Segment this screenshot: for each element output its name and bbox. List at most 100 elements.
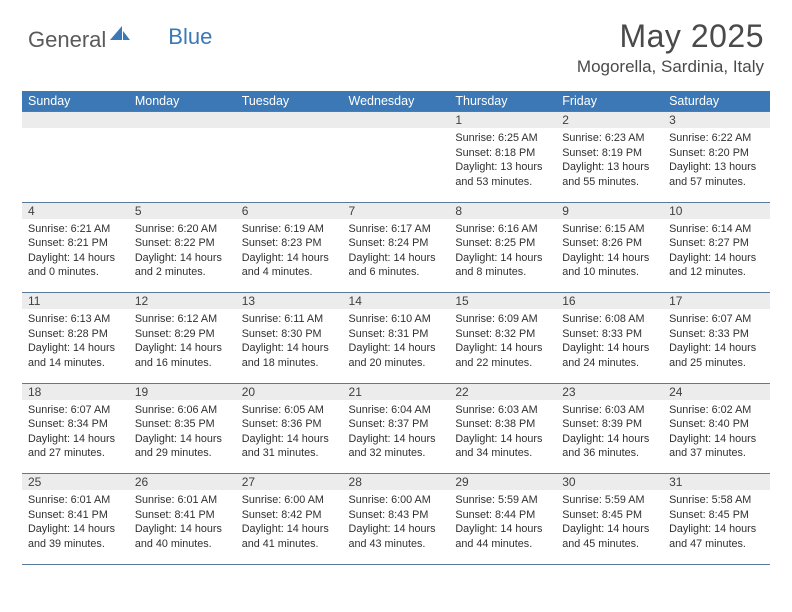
day-detail-cell: Sunrise: 6:23 AMSunset: 8:19 PMDaylight:… [556,128,663,202]
daylight-line: Daylight: 14 hours and 47 minutes. [669,522,764,551]
sunrise-line: Sunrise: 6:07 AM [28,403,123,418]
sunrise-line: Sunrise: 6:01 AM [28,493,123,508]
sunrise-line: Sunrise: 6:06 AM [135,403,230,418]
sunrise-line: Sunrise: 6:16 AM [455,222,550,237]
daylight-line: Daylight: 14 hours and 40 minutes. [135,522,230,551]
detail-row: Sunrise: 6:13 AMSunset: 8:28 PMDaylight:… [22,309,770,383]
sunrise-line: Sunrise: 6:04 AM [349,403,444,418]
daylight-line: Daylight: 14 hours and 45 minutes. [562,522,657,551]
sunset-line: Sunset: 8:40 PM [669,417,764,432]
day-detail-cell [343,128,450,202]
daylight-line: Daylight: 13 hours and 55 minutes. [562,160,657,189]
daylight-line: Daylight: 14 hours and 18 minutes. [242,341,337,370]
day-number-cell: 28 [343,474,450,491]
day-detail-cell [22,128,129,202]
calendar-body: 123Sunrise: 6:25 AMSunset: 8:18 PMDaylig… [22,112,770,565]
day-header-row: Sunday Monday Tuesday Wednesday Thursday… [22,91,770,112]
sunrise-line: Sunrise: 6:22 AM [669,131,764,146]
logo-text-general: General [28,27,106,53]
day-number-cell: 7 [343,202,450,219]
sunset-line: Sunset: 8:41 PM [28,508,123,523]
day-detail-cell: Sunrise: 6:07 AMSunset: 8:34 PMDaylight:… [22,400,129,474]
day-number-cell [129,112,236,129]
daylight-line: Daylight: 14 hours and 27 minutes. [28,432,123,461]
day-detail-cell: Sunrise: 6:20 AMSunset: 8:22 PMDaylight:… [129,219,236,293]
daylight-line: Daylight: 14 hours and 14 minutes. [28,341,123,370]
sunset-line: Sunset: 8:29 PM [135,327,230,342]
day-number-cell: 5 [129,202,236,219]
day-detail-cell [236,128,343,202]
day-header: Wednesday [343,91,450,112]
daynum-row: 18192021222324 [22,383,770,400]
header: General Blue May 2025 Mogorella, Sardini… [0,0,792,85]
day-detail-cell: Sunrise: 6:15 AMSunset: 8:26 PMDaylight:… [556,219,663,293]
daynum-row: 123 [22,112,770,129]
location: Mogorella, Sardinia, Italy [577,57,764,77]
sunset-line: Sunset: 8:25 PM [455,236,550,251]
sunrise-line: Sunrise: 6:13 AM [28,312,123,327]
sunset-line: Sunset: 8:43 PM [349,508,444,523]
day-detail-cell: Sunrise: 6:00 AMSunset: 8:43 PMDaylight:… [343,490,450,564]
day-number-cell: 30 [556,474,663,491]
day-number-cell: 6 [236,202,343,219]
daylight-line: Daylight: 14 hours and 12 minutes. [669,251,764,280]
day-number-cell: 10 [663,202,770,219]
daylight-line: Daylight: 14 hours and 34 minutes. [455,432,550,461]
sunrise-line: Sunrise: 6:21 AM [28,222,123,237]
sunrise-line: Sunrise: 5:58 AM [669,493,764,508]
day-number-cell: 21 [343,383,450,400]
day-detail-cell: Sunrise: 6:06 AMSunset: 8:35 PMDaylight:… [129,400,236,474]
sunset-line: Sunset: 8:19 PM [562,146,657,161]
day-number-cell: 2 [556,112,663,129]
sunrise-line: Sunrise: 6:01 AM [135,493,230,508]
detail-row: Sunrise: 6:25 AMSunset: 8:18 PMDaylight:… [22,128,770,202]
day-number-cell [22,112,129,129]
day-number-cell: 18 [22,383,129,400]
daylight-line: Daylight: 14 hours and 43 minutes. [349,522,444,551]
sunrise-line: Sunrise: 6:12 AM [135,312,230,327]
sunset-line: Sunset: 8:20 PM [669,146,764,161]
calendar-table: Sunday Monday Tuesday Wednesday Thursday… [22,91,770,565]
daynum-row: 25262728293031 [22,474,770,491]
day-detail-cell: Sunrise: 6:11 AMSunset: 8:30 PMDaylight:… [236,309,343,383]
daylight-line: Daylight: 14 hours and 20 minutes. [349,341,444,370]
day-header: Thursday [449,91,556,112]
sunrise-line: Sunrise: 6:11 AM [242,312,337,327]
day-number-cell: 20 [236,383,343,400]
day-detail-cell: Sunrise: 6:19 AMSunset: 8:23 PMDaylight:… [236,219,343,293]
day-number-cell [236,112,343,129]
sunset-line: Sunset: 8:35 PM [135,417,230,432]
daylight-line: Daylight: 14 hours and 16 minutes. [135,341,230,370]
day-header: Sunday [22,91,129,112]
day-number-cell: 17 [663,293,770,310]
day-number-cell: 23 [556,383,663,400]
day-detail-cell: Sunrise: 6:00 AMSunset: 8:42 PMDaylight:… [236,490,343,564]
daylight-line: Daylight: 14 hours and 36 minutes. [562,432,657,461]
day-number-cell: 12 [129,293,236,310]
sunset-line: Sunset: 8:30 PM [242,327,337,342]
sunrise-line: Sunrise: 5:59 AM [562,493,657,508]
day-number-cell: 3 [663,112,770,129]
detail-row: Sunrise: 6:07 AMSunset: 8:34 PMDaylight:… [22,400,770,474]
sunrise-line: Sunrise: 6:20 AM [135,222,230,237]
sunrise-line: Sunrise: 6:07 AM [669,312,764,327]
day-number-cell: 9 [556,202,663,219]
day-number-cell: 24 [663,383,770,400]
daylight-line: Daylight: 14 hours and 10 minutes. [562,251,657,280]
sunset-line: Sunset: 8:22 PM [135,236,230,251]
day-number-cell: 26 [129,474,236,491]
day-detail-cell [129,128,236,202]
sunset-line: Sunset: 8:28 PM [28,327,123,342]
daylight-line: Daylight: 14 hours and 44 minutes. [455,522,550,551]
daynum-row: 11121314151617 [22,293,770,310]
day-detail-cell: Sunrise: 6:21 AMSunset: 8:21 PMDaylight:… [22,219,129,293]
day-number-cell [343,112,450,129]
sunrise-line: Sunrise: 6:09 AM [455,312,550,327]
daylight-line: Daylight: 14 hours and 8 minutes. [455,251,550,280]
sunset-line: Sunset: 8:21 PM [28,236,123,251]
daylight-line: Daylight: 14 hours and 25 minutes. [669,341,764,370]
daylight-line: Daylight: 14 hours and 2 minutes. [135,251,230,280]
daylight-line: Daylight: 14 hours and 31 minutes. [242,432,337,461]
logo-sail-icon [108,24,132,47]
daylight-line: Daylight: 14 hours and 24 minutes. [562,341,657,370]
